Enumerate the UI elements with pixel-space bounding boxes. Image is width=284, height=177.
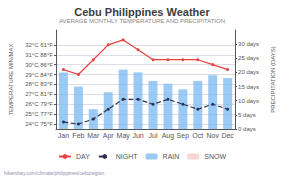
svg-text:SNOW: SNOW xyxy=(204,153,226,160)
svg-text:Feb: Feb xyxy=(72,132,84,139)
svg-text:31°C 88°F: 31°C 88°F xyxy=(25,52,53,58)
svg-text:28°C 83°F: 28°C 83°F xyxy=(25,81,53,87)
svg-text:25 days: 25 days xyxy=(238,55,259,61)
svg-text:30°C 86°F: 30°C 86°F xyxy=(25,62,53,68)
svg-text:Jan: Jan xyxy=(58,132,69,139)
svg-text:Jun: Jun xyxy=(132,132,143,139)
svg-text:Aug: Aug xyxy=(162,132,175,140)
svg-text:25°C 77°F: 25°C 77°F xyxy=(25,111,53,117)
svg-text:Jul: Jul xyxy=(149,132,158,139)
svg-text:NIGHT: NIGHT xyxy=(116,153,139,160)
svg-text:5 days: 5 days xyxy=(238,112,256,118)
svg-text:TEMPERATURE MIN/MAX: TEMPERATURE MIN/MAX xyxy=(8,43,14,115)
svg-text:DAY: DAY xyxy=(76,153,90,160)
svg-text:Sep: Sep xyxy=(177,132,190,140)
svg-text:10 days: 10 days xyxy=(238,98,259,104)
svg-text:26°C 79°F: 26°C 79°F xyxy=(25,101,53,107)
svg-text:Apr: Apr xyxy=(103,132,115,140)
svg-text:32°C 61°F: 32°C 61°F xyxy=(25,42,53,48)
svg-text:15 days: 15 days xyxy=(238,84,259,90)
svg-text:Nov: Nov xyxy=(206,132,219,139)
svg-text:AVERAGE MONTHLY TEMPERATURE AN: AVERAGE MONTHLY TEMPERATURE AND PRECIPIT… xyxy=(59,18,225,24)
svg-text:20 days: 20 days xyxy=(238,69,259,75)
svg-text:Dec: Dec xyxy=(221,132,234,139)
svg-text:Cebu Philippines Weather: Cebu Philippines Weather xyxy=(74,6,210,18)
svg-text:May: May xyxy=(117,132,131,140)
svg-text:29°C 84°F: 29°C 84°F xyxy=(25,72,53,78)
svg-text:0 days: 0 days xyxy=(238,126,256,132)
svg-text:Mar: Mar xyxy=(87,132,100,139)
svg-text:PRECIPITATION (DAYS): PRECIPITATION (DAYS) xyxy=(270,46,276,113)
svg-text:hikersbay.com/climate/philippi: hikersbay.com/climate/philippines/cebure… xyxy=(4,170,104,176)
svg-text:30 days: 30 days xyxy=(238,41,259,47)
svg-text:27°C 81°F: 27°C 81°F xyxy=(25,91,53,97)
svg-text:Oct: Oct xyxy=(192,132,203,139)
svg-text:24°C 75°F: 24°C 75°F xyxy=(25,121,53,127)
svg-text:RAIN: RAIN xyxy=(163,153,180,160)
